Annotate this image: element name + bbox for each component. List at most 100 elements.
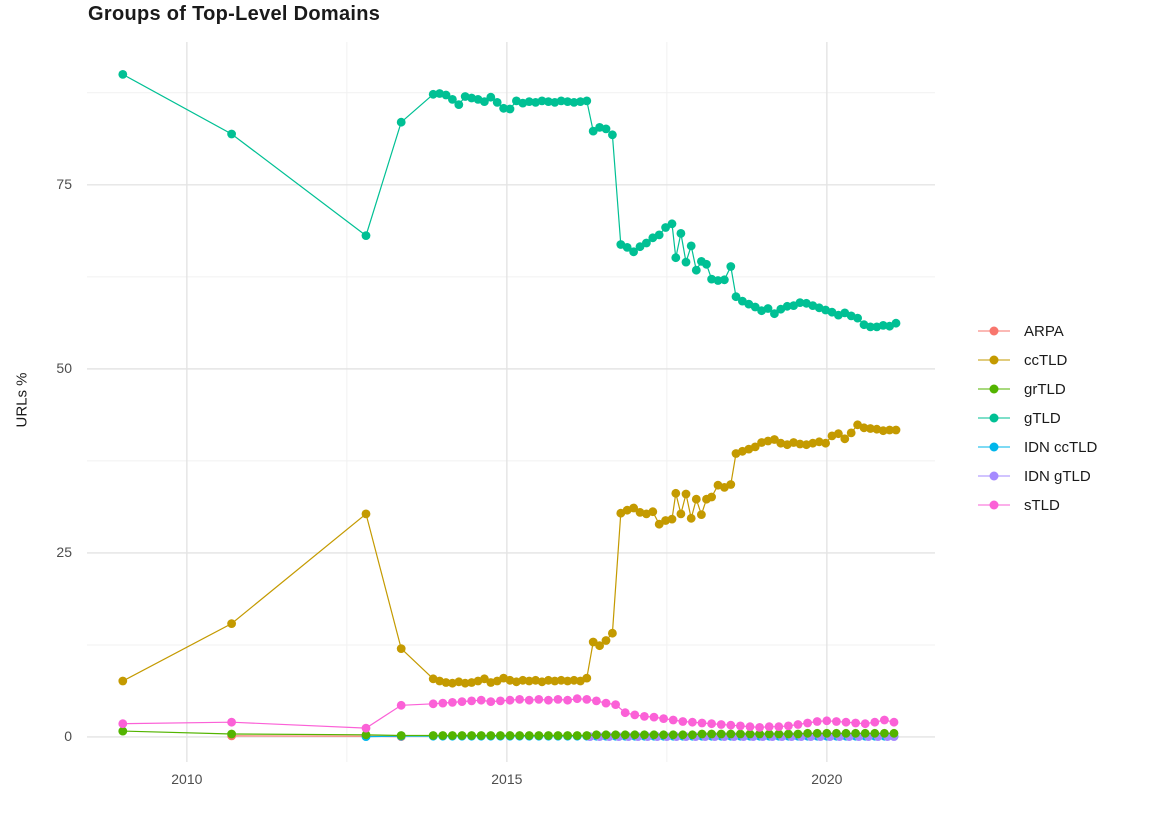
data-point-gtld <box>661 223 670 232</box>
data-point-grtld <box>707 729 716 739</box>
legend: ARPA ccTLD grTLD gTLD IDN ccTLD IDN gTLD sTLD <box>977 321 1097 515</box>
data-point-grtld <box>582 731 592 740</box>
data-point-cctld <box>840 434 850 444</box>
data-point-grtld <box>620 730 630 740</box>
data-point-gtld <box>588 126 598 136</box>
x-tick-label: 2010 <box>171 771 203 787</box>
data-point-cctld <box>582 673 592 683</box>
data-point-grtld <box>668 730 678 740</box>
data-point-grtld <box>678 730 688 740</box>
y-tick-label: 75 <box>56 176 72 193</box>
data-point-gtld <box>492 98 502 107</box>
data-point-stld <box>563 695 572 705</box>
data-point-cctld <box>563 676 572 686</box>
legend-key-idn-cctld <box>978 442 1010 452</box>
data-point-grtld <box>563 731 572 740</box>
data-point-grtld <box>726 729 736 739</box>
data-point-stld <box>396 700 406 710</box>
data-point-grtld <box>611 730 620 740</box>
data-point-stld <box>649 712 659 722</box>
data-point-gtld <box>499 103 508 113</box>
data-point-cctld <box>846 428 856 438</box>
data-point-grtld <box>553 731 563 740</box>
legend-key-stld <box>978 500 1010 510</box>
data-point-cctld <box>726 480 736 489</box>
data-point-stld <box>118 719 128 729</box>
data-point-grtld <box>592 730 601 740</box>
data-point-grtld <box>803 728 812 738</box>
data-point-gtld <box>582 96 592 106</box>
data-point-stld <box>457 697 467 706</box>
data-point-gtld <box>686 241 696 251</box>
data-point-cctld <box>834 429 843 439</box>
data-point-gtld <box>891 318 901 328</box>
data-point-cctld <box>707 492 716 502</box>
legend-key-cctld <box>978 355 1010 365</box>
data-point-cctld <box>691 494 701 504</box>
data-point-stld <box>572 694 582 704</box>
data-point-gtld <box>671 253 681 263</box>
data-point-grtld <box>736 729 745 739</box>
data-point-grtld <box>659 730 668 740</box>
data-point-gtld <box>795 298 805 307</box>
data-point-stld <box>841 717 851 727</box>
data-point-gtld <box>635 242 645 252</box>
data-point-gtld <box>608 130 617 140</box>
data-point-stld <box>620 708 630 718</box>
legend-item-stld: sTLD <box>977 495 1097 515</box>
data-point-grtld <box>361 730 371 740</box>
data-point-cctld <box>518 675 528 685</box>
data-point-stld <box>803 718 812 728</box>
data-point-stld <box>486 697 496 706</box>
data-point-grtld <box>505 731 515 740</box>
data-point-gtld <box>227 129 237 139</box>
data-point-grtld <box>822 728 832 738</box>
data-point-cctld <box>878 426 888 436</box>
legend-item-label: IDN gTLD <box>1024 467 1091 485</box>
data-point-gtld <box>601 124 611 134</box>
data-point-gtld <box>726 262 736 271</box>
data-point-gtld <box>396 117 406 127</box>
data-point-stld <box>476 695 486 705</box>
legend-item-label: ccTLD <box>1024 351 1068 369</box>
data-point-gtld <box>505 104 515 114</box>
data-point-cctld <box>361 509 371 519</box>
legend-key-grtld <box>978 384 1010 394</box>
data-point-grtld <box>755 729 764 739</box>
data-point-stld <box>448 698 457 707</box>
data-point-stld <box>784 721 793 731</box>
data-point-stld <box>611 700 620 709</box>
legend-key-dot <box>989 413 999 423</box>
data-point-stld <box>496 696 505 706</box>
chart-title: Groups of Top-Level Domains <box>88 3 381 25</box>
data-point-stld <box>832 717 841 726</box>
data-point-gtld <box>556 96 566 106</box>
data-point-grtld <box>774 729 784 739</box>
data-point-gtld <box>654 230 664 240</box>
data-point-stld <box>764 722 774 732</box>
data-point-grtld <box>649 730 659 740</box>
data-point-cctld <box>770 435 779 444</box>
data-point-grtld <box>640 730 649 740</box>
data-point-gtld <box>441 90 451 100</box>
data-point-grtld <box>496 731 505 740</box>
data-point-cctld <box>676 509 686 519</box>
data-point-gtld <box>676 229 686 238</box>
legend-item-label: grTLD <box>1024 380 1066 398</box>
data-point-stld <box>793 720 803 729</box>
data-point-grtld <box>688 730 697 740</box>
data-point-gtld <box>866 322 875 332</box>
data-point-grtld <box>745 729 755 739</box>
data-point-grtld <box>784 729 793 739</box>
data-point-gtld <box>691 265 701 275</box>
data-point-stld <box>438 698 448 708</box>
data-point-grtld <box>467 731 476 740</box>
data-point-grtld <box>630 730 640 740</box>
data-point-grtld <box>396 731 406 740</box>
legend-item-idn-cctld: IDN ccTLD <box>977 437 1097 457</box>
data-point-stld <box>640 712 649 721</box>
data-point-cctld <box>118 676 128 686</box>
data-point-stld <box>860 719 870 729</box>
